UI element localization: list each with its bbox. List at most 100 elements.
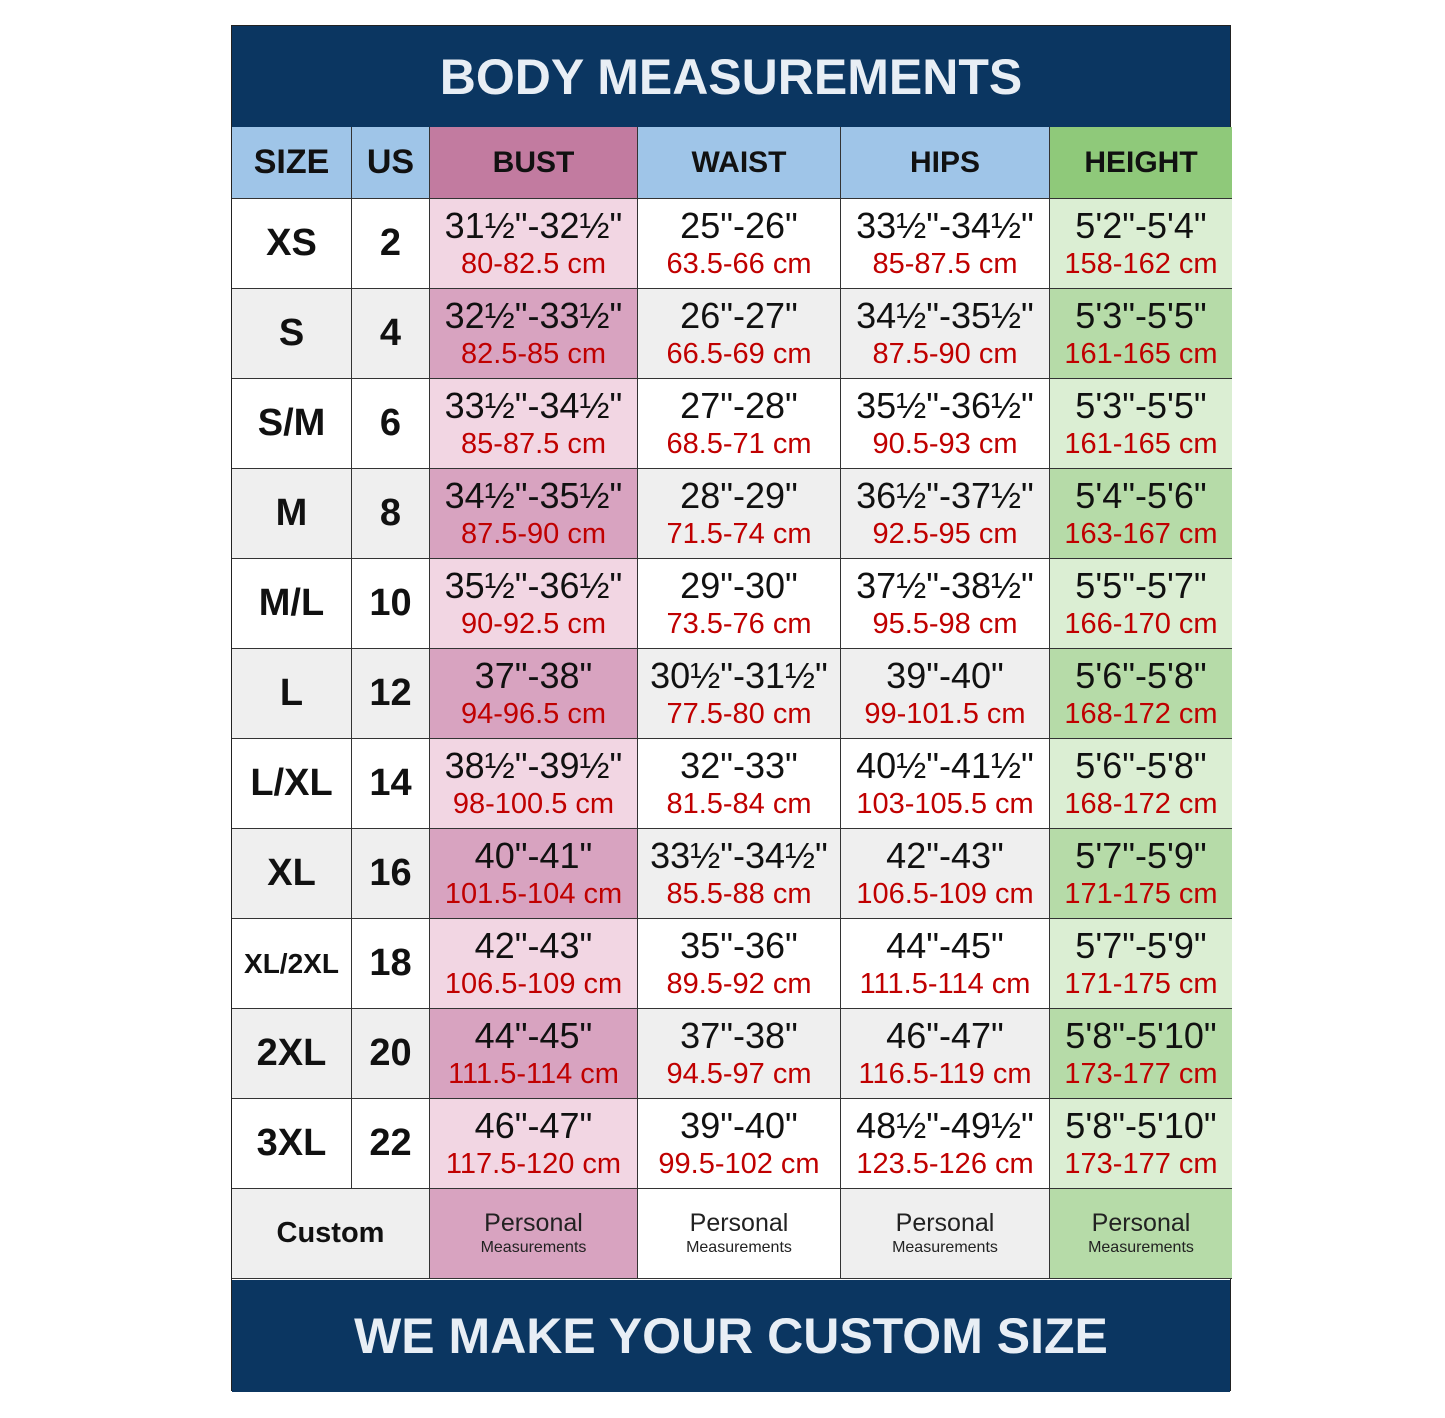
hips-inches: 35½"-36½" — [856, 384, 1034, 426]
us-size-cell: 6 — [352, 379, 430, 469]
size-cell: 2XL — [232, 1009, 352, 1099]
bust-inches: 44"-45" — [474, 1014, 593, 1056]
personal-text: Personal — [689, 1208, 789, 1237]
waist-cm: 63.5-66 cm — [666, 247, 812, 280]
height-inches: 5'4"-5'6" — [1075, 474, 1207, 516]
us-size-cell: 16 — [352, 829, 430, 919]
waist-cell: 39"-40" 99.5-102 cm — [638, 1099, 841, 1189]
size-chart: BODY MEASUREMENTS SIZE US BUST WAIST HIPS HEI… — [231, 25, 1232, 1392]
hips-cell: 33½"-34½" 85-87.5 cm — [841, 199, 1050, 289]
height-cell: 5'6"-5'8" 168-172 cm — [1050, 739, 1232, 829]
bust-cell: 35½"-36½" 90-92.5 cm — [430, 559, 638, 649]
bust-cm: 106.5-109 cm — [444, 967, 623, 1000]
bust-cm: 82.5-85 cm — [460, 337, 607, 370]
waist-cm: 77.5-80 cm — [666, 697, 812, 730]
chart-title: BODY MEASUREMENTS — [232, 26, 1230, 127]
hips-cell: 37½"-38½" 95.5-98 cm — [841, 559, 1050, 649]
waist-cm: 71.5-74 cm — [666, 517, 812, 550]
height-inches: 5'7"-5'9" — [1075, 924, 1207, 966]
header-bust: BUST — [430, 127, 638, 199]
hips-cell: 44"-45" 111.5-114 cm — [841, 919, 1050, 1009]
header-size: SIZE — [232, 127, 352, 199]
waist-cell: 28"-29" 71.5-74 cm — [638, 469, 841, 559]
hips-cm: 92.5-95 cm — [872, 517, 1018, 550]
bust-cm: 117.5-120 cm — [445, 1147, 622, 1180]
height-cm: 163-167 cm — [1064, 517, 1218, 550]
hips-cell: 46"-47" 116.5-119 cm — [841, 1009, 1050, 1099]
hips-inches: 36½"-37½" — [856, 474, 1034, 516]
waist-cell: 35"-36" 89.5-92 cm — [638, 919, 841, 1009]
height-cm: 168-172 cm — [1064, 787, 1218, 820]
bust-cell: 42"-43" 106.5-109 cm — [430, 919, 638, 1009]
custom-waist-cell: Personal Measurements — [638, 1189, 841, 1279]
hips-inches: 34½"-35½" — [856, 294, 1034, 336]
waist-inches: 37"-38" — [680, 1014, 798, 1056]
waist-cell: 25"-26" 63.5-66 cm — [638, 199, 841, 289]
measurements-text: Measurements — [686, 1238, 792, 1256]
waist-inches: 25"-26" — [680, 204, 798, 246]
height-cell: 5'5"-5'7" 166-170 cm — [1050, 559, 1232, 649]
custom-label: Custom — [232, 1189, 430, 1279]
height-cell: 5'6"-5'8" 168-172 cm — [1050, 649, 1232, 739]
waist-cell: 32"-33" 81.5-84 cm — [638, 739, 841, 829]
measurements-text: Measurements — [480, 1238, 587, 1256]
us-size-cell: 22 — [352, 1099, 430, 1189]
size-cell: XS — [232, 199, 352, 289]
height-cm: 171-175 cm — [1064, 877, 1218, 910]
waist-inches: 29"-30" — [680, 564, 798, 606]
height-cm: 173-177 cm — [1064, 1147, 1218, 1180]
height-cm: 158-162 cm — [1064, 247, 1218, 280]
height-inches: 5'6"-5'8" — [1075, 654, 1207, 696]
bust-inches: 32½"-33½" — [444, 294, 623, 336]
waist-cell: 33½"-34½" 85.5-88 cm — [638, 829, 841, 919]
us-size-cell: 8 — [352, 469, 430, 559]
bust-cell: 31½"-32½" 80-82.5 cm — [430, 199, 638, 289]
personal-text: Personal — [1091, 1208, 1191, 1237]
bust-cm: 85-87.5 cm — [460, 427, 607, 460]
bust-inches: 31½"-32½" — [444, 204, 623, 246]
height-inches: 5'3"-5'5" — [1075, 294, 1207, 336]
hips-cm: 87.5-90 cm — [872, 337, 1018, 370]
waist-cm: 89.5-92 cm — [666, 967, 812, 1000]
hips-cell: 36½"-37½" 92.5-95 cm — [841, 469, 1050, 559]
personal-text: Personal — [895, 1208, 995, 1237]
custom-height-cell: Personal Measurements — [1050, 1189, 1232, 1279]
bust-cm: 87.5-90 cm — [460, 517, 607, 550]
hips-cm: 103-105.5 cm — [856, 787, 1034, 820]
us-size-cell: 12 — [352, 649, 430, 739]
height-inches: 5'6"-5'8" — [1075, 744, 1207, 786]
bust-inches: 38½"-39½" — [444, 744, 623, 786]
bust-cm: 94-96.5 cm — [460, 697, 607, 730]
waist-cm: 94.5-97 cm — [666, 1057, 812, 1090]
bust-cell: 46"-47" 117.5-120 cm — [430, 1099, 638, 1189]
us-size-cell: 18 — [352, 919, 430, 1009]
waist-cm: 81.5-84 cm — [666, 787, 812, 820]
height-cell: 5'3"-5'5" 161-165 cm — [1050, 289, 1232, 379]
size-cell: S — [232, 289, 352, 379]
us-size-cell: 14 — [352, 739, 430, 829]
us-size-cell: 2 — [352, 199, 430, 289]
bust-inches: 35½"-36½" — [444, 564, 623, 606]
height-cm: 171-175 cm — [1064, 967, 1218, 1000]
bust-inches: 37"-38" — [474, 654, 593, 696]
bust-cm: 90-92.5 cm — [460, 607, 607, 640]
hips-cell: 34½"-35½" 87.5-90 cm — [841, 289, 1050, 379]
hips-cell: 48½"-49½" 123.5-126 cm — [841, 1099, 1050, 1189]
personal-text: Personal — [484, 1208, 583, 1237]
bust-inches: 40"-41" — [474, 834, 593, 876]
height-cell: 5'7"-5'9" 171-175 cm — [1050, 829, 1232, 919]
size-cell: 3XL — [232, 1099, 352, 1189]
hips-inches: 37½"-38½" — [856, 564, 1034, 606]
hips-cm: 106.5-109 cm — [856, 877, 1034, 910]
waist-inches: 26"-27" — [680, 294, 798, 336]
hips-inches: 39"-40" — [886, 654, 1004, 696]
custom-hips-cell: Personal Measurements — [841, 1189, 1050, 1279]
bust-cell: 33½"-34½" 85-87.5 cm — [430, 379, 638, 469]
height-cell: 5'8"-5'10" 173-177 cm — [1050, 1009, 1232, 1099]
custom-bust-cell: Personal Measurements — [430, 1189, 638, 1279]
hips-inches: 42"-43" — [886, 834, 1004, 876]
hips-inches: 33½"-34½" — [856, 204, 1034, 246]
bust-cell: 34½"-35½" 87.5-90 cm — [430, 469, 638, 559]
height-cell: 5'4"-5'6" 163-167 cm — [1050, 469, 1232, 559]
hips-cm: 123.5-126 cm — [856, 1147, 1034, 1180]
